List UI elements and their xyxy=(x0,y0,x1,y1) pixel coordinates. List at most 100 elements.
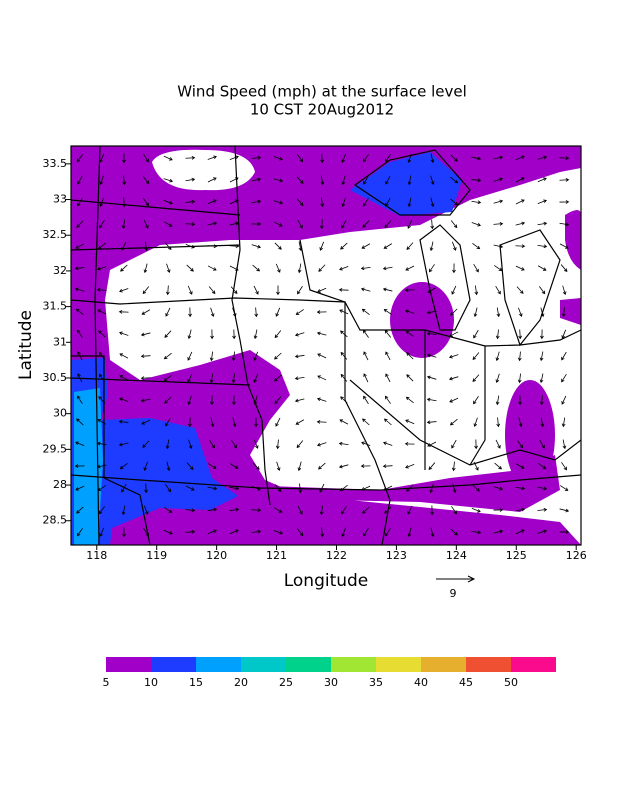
colorbar-label: 5 xyxy=(103,676,110,689)
wind-arrow xyxy=(274,242,282,250)
wind-arrow xyxy=(338,288,349,292)
wind-arrow xyxy=(449,418,458,426)
wind-arrow xyxy=(426,375,437,380)
wind-arrow xyxy=(253,395,258,406)
wind-arrow xyxy=(118,442,129,447)
wind-arrow xyxy=(210,417,215,428)
wind-arrow xyxy=(273,200,284,205)
wind-arrow xyxy=(165,484,172,493)
wind-arrow xyxy=(75,308,84,316)
wind-arrow xyxy=(537,244,548,249)
wind-arrow xyxy=(77,197,83,207)
wind-arrow xyxy=(430,505,434,516)
x-axis-label: Longitude xyxy=(284,571,369,591)
wind-arrow xyxy=(515,177,525,183)
wind-arrow xyxy=(430,175,435,186)
wind-arrow xyxy=(229,155,239,160)
wind-arrow xyxy=(559,200,570,204)
wind-arrow xyxy=(209,373,214,384)
wind-arrow xyxy=(163,352,172,360)
wind-arrow xyxy=(210,307,215,318)
wind-arrow xyxy=(493,486,504,491)
wind-arrow xyxy=(383,243,393,249)
wind-arrow xyxy=(559,222,570,227)
wind-arrow xyxy=(339,484,348,492)
wind-arrow xyxy=(493,221,504,226)
wind-arrow xyxy=(275,439,280,450)
wind-arrow xyxy=(316,420,327,424)
wind-arrow xyxy=(294,332,305,337)
wind-arrow xyxy=(405,265,415,271)
wind-arrow xyxy=(297,505,303,515)
wind-arrow xyxy=(142,440,150,448)
wind-arrow xyxy=(450,528,458,536)
field-purple xyxy=(390,282,454,358)
wind-arrow xyxy=(316,331,327,336)
wind-arrow xyxy=(99,175,104,185)
wind-arrow xyxy=(406,352,414,360)
colorbar-label: 35 xyxy=(369,676,383,689)
wind-arrow xyxy=(559,177,570,182)
wind-arrow xyxy=(296,528,304,537)
vector-key-arrowhead xyxy=(467,575,476,583)
wind-arrow xyxy=(163,200,173,205)
wind-arrow xyxy=(143,528,149,537)
wind-arrow xyxy=(407,153,412,164)
wind-arrow xyxy=(383,441,393,446)
colorbar-swatch xyxy=(241,657,286,672)
wind-arrow xyxy=(384,506,392,514)
wind-arrow xyxy=(163,221,173,227)
wind-arrow xyxy=(515,486,526,491)
field-blue xyxy=(71,358,238,545)
colorbar-swatch xyxy=(466,657,511,672)
wind-arrow xyxy=(540,329,544,340)
wind-arrow xyxy=(210,329,214,340)
wind-arrow xyxy=(229,244,240,249)
wind-arrow xyxy=(404,288,415,293)
wind-arrow xyxy=(382,287,393,292)
wind-arrow xyxy=(404,442,415,446)
wind-arrow xyxy=(515,244,526,248)
wind-arrow xyxy=(276,285,280,296)
wind-arrow xyxy=(428,264,435,273)
wind-arrow xyxy=(231,440,238,449)
wind-arrow xyxy=(495,373,500,384)
wind-arrow xyxy=(121,219,126,230)
wind-arrow xyxy=(405,463,415,469)
wind-arrow xyxy=(273,530,284,535)
wind-arrow xyxy=(471,507,481,513)
wind-arrow xyxy=(471,222,481,227)
wind-arrow xyxy=(317,375,327,381)
wind-arrow xyxy=(252,462,260,470)
wind-arrow xyxy=(451,461,456,472)
wind-arrow xyxy=(340,396,348,404)
wind-arrow xyxy=(496,417,501,428)
wind-arrow xyxy=(163,374,172,382)
wind-arrow xyxy=(230,286,238,295)
wind-arrow xyxy=(451,439,457,449)
wind-arrow xyxy=(318,462,326,470)
wind-arrow xyxy=(518,417,523,428)
wind-arrow xyxy=(471,156,482,161)
wind-arrow xyxy=(185,199,196,204)
wind-arrow xyxy=(450,154,458,162)
wind-arrow xyxy=(405,419,415,425)
wind-arrow xyxy=(253,285,259,295)
wind-arrow xyxy=(229,221,240,226)
wind-arrow xyxy=(560,264,568,273)
wind-arrow xyxy=(98,373,105,382)
wind-arrow xyxy=(493,199,504,204)
wind-arrow xyxy=(363,351,369,361)
wind-arrow xyxy=(515,265,525,271)
wind-arrow xyxy=(363,373,369,383)
wind-arrow xyxy=(363,175,369,185)
wind-arrow xyxy=(273,156,283,161)
wind-arrow xyxy=(185,244,195,249)
wind-arrow xyxy=(77,395,83,405)
wind-arrow xyxy=(427,287,437,293)
wind-arrow xyxy=(320,527,325,538)
wind-arrow xyxy=(430,197,435,208)
wind-arrow xyxy=(75,485,85,491)
wind-arrow xyxy=(274,396,282,404)
